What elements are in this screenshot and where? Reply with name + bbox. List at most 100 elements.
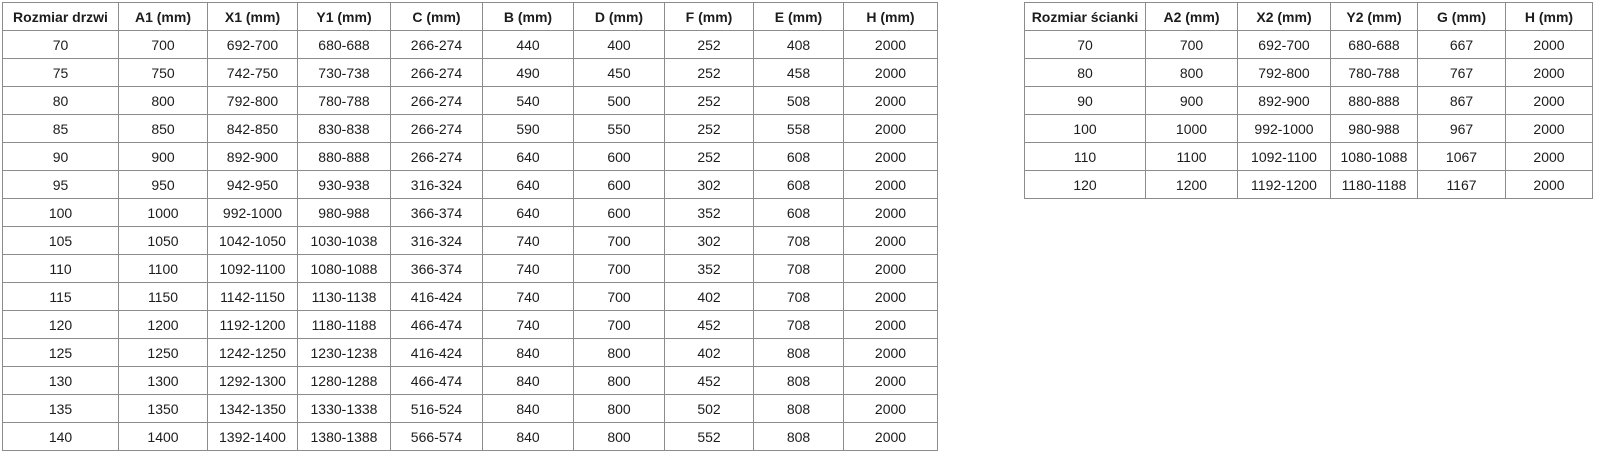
table-cell: 608	[753, 198, 844, 227]
table-row: 70 700 692-700 680-688 667 2000	[1024, 30, 1593, 59]
table-cell: 808	[753, 366, 844, 395]
table-cell: 266-274	[390, 114, 483, 143]
table-cell: 90	[2, 142, 119, 171]
table-row: 110 1100 1092-1100 1080-1088 1067 2000	[1024, 142, 1593, 171]
table-cell: 667	[1417, 30, 1506, 59]
table-cell: 540	[482, 86, 574, 115]
doors-table-header-cell: X1 (mm)	[207, 2, 298, 31]
wall-panel-sizes-table: Rozmiar ścianki A2 (mm) X2 (mm) Y2 (mm) G (m…	[1024, 2, 1593, 199]
wall-table-header-cell: Y2 (mm)	[1330, 2, 1418, 31]
table-cell: 500	[573, 86, 665, 115]
table-cell: 840	[482, 366, 574, 395]
table-cell: 2000	[843, 254, 938, 283]
table-cell: 2000	[843, 198, 938, 227]
table-cell: 252	[664, 86, 754, 115]
table-cell: 1167	[1417, 170, 1506, 199]
table-cell: 416-424	[390, 282, 483, 311]
table-cell: 1242-1250	[207, 338, 298, 367]
table-cell: 552	[664, 422, 754, 451]
doors-table-header-cell: D (mm)	[573, 2, 665, 31]
table-cell: 2000	[1505, 58, 1593, 87]
table-cell: 2000	[1505, 30, 1593, 59]
table-row: 80 800 792-800 780-788 266-274 540 500 252 508 20…	[2, 86, 938, 115]
table-cell: 2000	[843, 226, 938, 255]
table-cell: 600	[573, 198, 665, 227]
table-cell: 2000	[843, 58, 938, 87]
table-cell: 100	[1024, 114, 1146, 143]
table-cell: 95	[2, 170, 119, 199]
table-cell: 1380-1388	[297, 422, 391, 451]
table-cell: 1092-1100	[1237, 142, 1331, 171]
table-row: 100 1000 992-1000 980-988 967 2000	[1024, 114, 1593, 143]
table-cell: 1350	[118, 394, 208, 423]
table-cell: 1250	[118, 338, 208, 367]
table-cell: 880-888	[297, 142, 391, 171]
table-cell: 400	[573, 30, 665, 59]
table-cell: 767	[1417, 58, 1506, 87]
table-cell: 1180-1188	[1330, 170, 1418, 199]
table-cell: 516-524	[390, 394, 483, 423]
table-cell: 980-988	[297, 198, 391, 227]
table-cell: 1100	[118, 254, 208, 283]
table-cell: 640	[482, 170, 574, 199]
table-cell: 2000	[1505, 170, 1593, 199]
table-cell: 316-324	[390, 226, 483, 255]
table-cell: 90	[1024, 86, 1146, 115]
table-cell: 1142-1150	[207, 282, 298, 311]
table-cell: 840	[482, 338, 574, 367]
table-cell: 1230-1238	[297, 338, 391, 367]
table-cell: 2000	[1505, 114, 1593, 143]
table-cell: 1080-1088	[1330, 142, 1418, 171]
table-cell: 550	[573, 114, 665, 143]
table-cell: 2000	[843, 366, 938, 395]
table-cell: 740	[482, 226, 574, 255]
table-cell: 440	[482, 30, 574, 59]
table-row: 90 900 892-900 880-888 867 2000	[1024, 86, 1593, 115]
table-cell: 680-688	[1330, 30, 1418, 59]
wall-table-header-cell: A2 (mm)	[1145, 2, 1238, 31]
table-cell: 780-788	[297, 86, 391, 115]
table-cell: 1000	[118, 198, 208, 227]
table-cell: 692-700	[1237, 30, 1331, 59]
table-cell: 780-788	[1330, 58, 1418, 87]
table-cell: 608	[753, 142, 844, 171]
table-cell: 740	[482, 282, 574, 311]
table-cell: 2000	[843, 422, 938, 451]
table-cell: 1130-1138	[297, 282, 391, 311]
table-cell: 100	[2, 198, 119, 227]
doors-table-header-cell: Rozmiar drzwi	[2, 2, 119, 31]
table-cell: 792-800	[1237, 58, 1331, 87]
table-cell: 842-850	[207, 114, 298, 143]
doors-table-header-cell: H (mm)	[843, 2, 938, 31]
table-cell: 1000	[1145, 114, 1238, 143]
table-cell: 70	[1024, 30, 1146, 59]
table-cell: 352	[664, 254, 754, 283]
doors-table-header-cell: B (mm)	[482, 2, 574, 31]
table-cell: 1030-1038	[297, 226, 391, 255]
wall-table-header-cell: G (mm)	[1417, 2, 1506, 31]
table-cell: 892-900	[1237, 86, 1331, 115]
table-row: 110 1100 1092-1100 1080-1088 366-374 740 700 35…	[2, 254, 938, 283]
table-cell: 1300	[118, 366, 208, 395]
doors-table-header-cell: A1 (mm)	[118, 2, 208, 31]
wall-table-header: Rozmiar ścianki A2 (mm) X2 (mm) Y2 (mm) G (m…	[1024, 2, 1593, 31]
table-row: 85 850 842-850 830-838 266-274 590 550 252 558 20…	[2, 114, 938, 143]
table-cell: 930-938	[297, 170, 391, 199]
table-cell: 600	[573, 142, 665, 171]
table-cell: 402	[664, 282, 754, 311]
table-cell: 800	[118, 86, 208, 115]
table-cell: 800	[573, 338, 665, 367]
door-table-body: 70 700 692-700 680-688 266-274 440 400 252 408 20…	[2, 30, 938, 451]
wall-table-header-cell: Rozmiar ścianki	[1024, 2, 1146, 31]
table-cell: 992-1000	[207, 198, 298, 227]
table-row: 135 1350 1342-1350 1330-1338 516-524 840 800 50…	[2, 394, 938, 423]
table-cell: 692-700	[207, 30, 298, 59]
table-cell: 130	[2, 366, 119, 395]
table-cell: 316-324	[390, 170, 483, 199]
table-cell: 2000	[843, 114, 938, 143]
table-cell: 808	[753, 394, 844, 423]
doors-table-header-cell: F (mm)	[664, 2, 754, 31]
table-cell: 452	[664, 366, 754, 395]
table-cell: 967	[1417, 114, 1506, 143]
table-row: 105 1050 1042-1050 1030-1038 316-324 740 700 30…	[2, 226, 938, 255]
